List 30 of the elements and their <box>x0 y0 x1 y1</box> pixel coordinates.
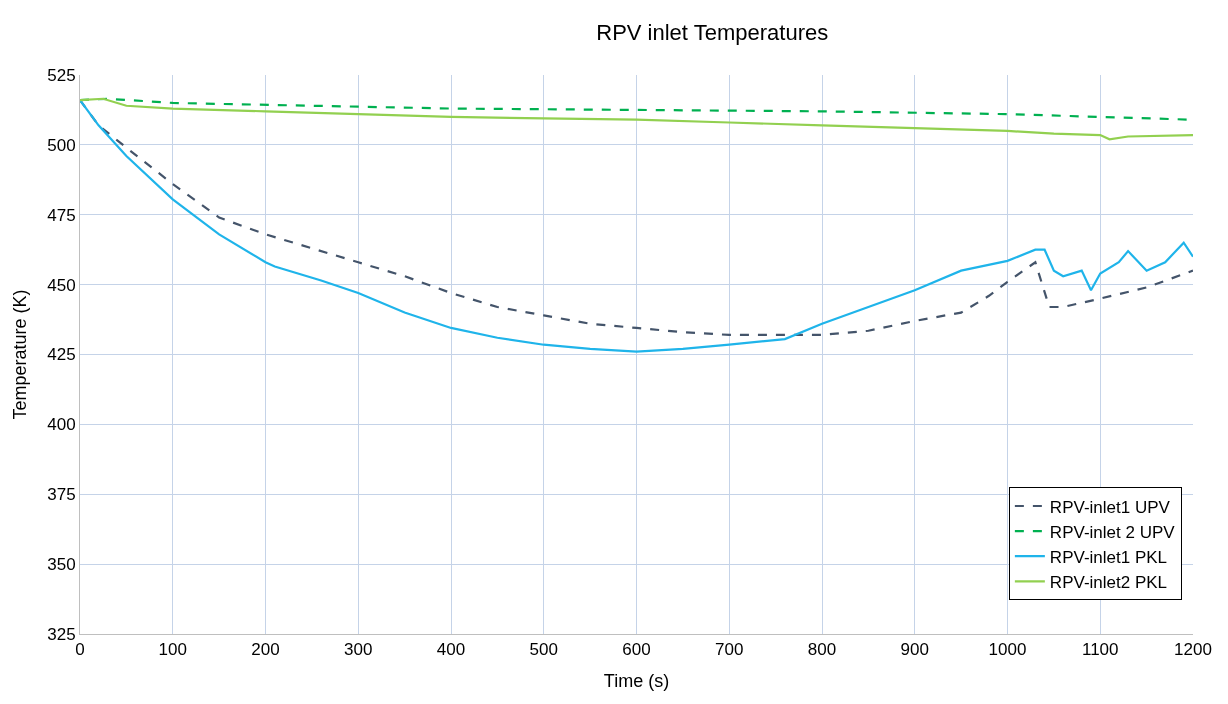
x-tick-label: 100 <box>158 640 187 660</box>
x-tick-label: 500 <box>529 640 558 660</box>
y-tick-label: 325 <box>47 624 76 644</box>
x-tick-label: 300 <box>344 640 373 660</box>
y-tick-label: 475 <box>47 205 76 225</box>
x-tick-label: 700 <box>715 640 744 660</box>
legend-label: RPV-inlet1 PKL <box>1049 547 1168 567</box>
y-tick-label: 350 <box>47 555 76 575</box>
x-tick-label: 900 <box>900 640 929 660</box>
x-tick-label: 800 <box>807 640 837 660</box>
y-tick-label: 400 <box>47 415 76 435</box>
y-tick-label: 425 <box>47 345 76 365</box>
legend-label: RPV-inlet1 UPV <box>1049 497 1171 517</box>
x-tick-label: 1000 <box>988 640 1027 660</box>
y-axis-title: Temperature (K) <box>10 289 31 420</box>
x-tick-label: 1200 <box>1174 640 1212 660</box>
x-tick-label: 600 <box>622 640 651 660</box>
legend-label: RPV-inlet 2 UPV <box>1049 522 1176 542</box>
x-tick-label: 200 <box>251 640 280 660</box>
y-tick-label: 450 <box>47 275 76 295</box>
x-tick-label: 0 <box>75 640 85 660</box>
y-tick-label: 525 <box>47 65 76 85</box>
x-axis-title: Time (s) <box>603 670 670 691</box>
y-tick-label: 375 <box>47 485 76 505</box>
x-tick-label: 400 <box>436 640 466 660</box>
legend-label: RPV-inlet2 PKL <box>1049 572 1168 592</box>
x-tick-label: 1100 <box>1081 640 1119 660</box>
chart-title: RPV inlet Temperatures <box>596 20 829 46</box>
y-tick-label: 500 <box>47 135 76 155</box>
line-series <box>80 97 1193 141</box>
